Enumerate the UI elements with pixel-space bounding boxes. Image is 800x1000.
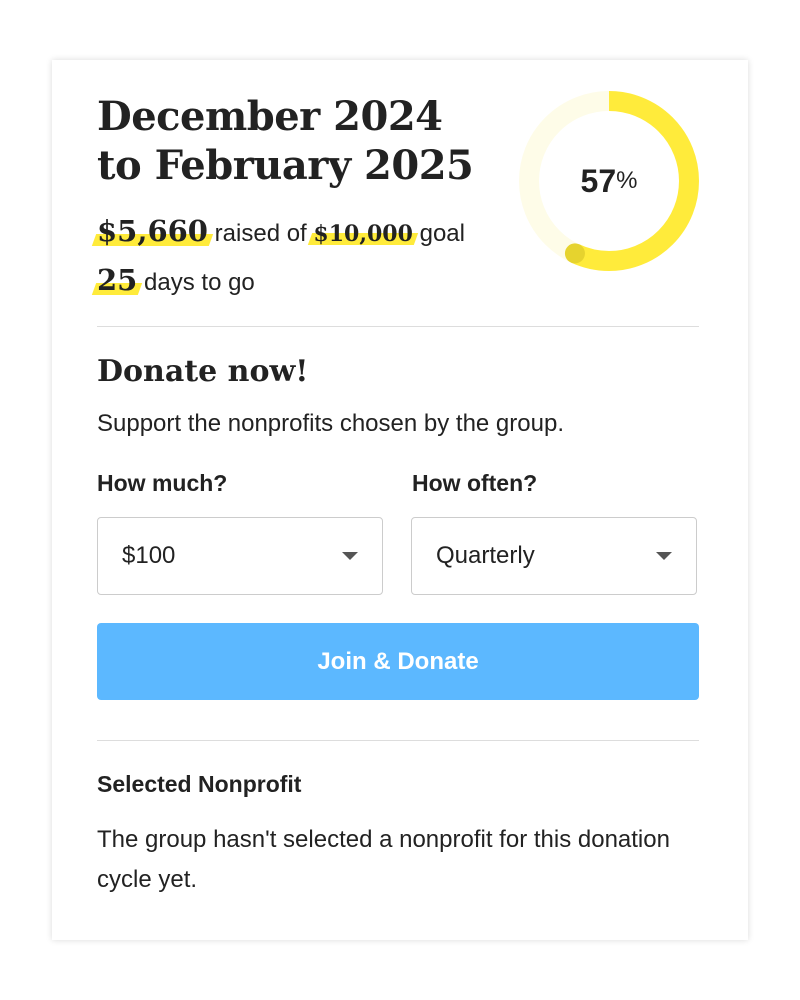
- chevron-down-icon: [656, 552, 672, 560]
- frequency-select[interactable]: Quarterly: [411, 517, 697, 595]
- chevron-down-icon: [342, 552, 358, 560]
- campaign-stats: $5,660 raised of $10,000 goal 25 days to…: [97, 214, 465, 297]
- nonprofit-message: The group hasn't selected a nonprofit fo…: [97, 826, 670, 893]
- progress-ring: [519, 91, 699, 271]
- goal-amount: $10,000: [313, 221, 413, 247]
- nonprofit-heading: Selected Nonprofit: [97, 771, 302, 797]
- donation-card: December 2024 to February 2025 $5,660 rai…: [52, 60, 748, 940]
- progress-knob: [564, 243, 585, 264]
- raised-amount: $5,660: [97, 214, 208, 248]
- amount-select[interactable]: $100: [97, 517, 383, 595]
- frequency-label: How often?: [412, 470, 538, 496]
- progress-arc: [519, 91, 699, 271]
- campaign-title: December 2024 to February 2025: [97, 93, 474, 189]
- days-remaining: 25: [97, 263, 138, 297]
- donate-heading: Donate now!: [97, 354, 309, 389]
- join-donate-button[interactable]: Join & Donate: [97, 623, 699, 700]
- amount-label: How much?: [97, 470, 228, 496]
- divider: [97, 326, 699, 327]
- donate-subtitle: Support the nonprofits chosen by the gro…: [97, 410, 564, 437]
- divider: [97, 740, 699, 741]
- progress-percent: 57%: [580, 162, 638, 199]
